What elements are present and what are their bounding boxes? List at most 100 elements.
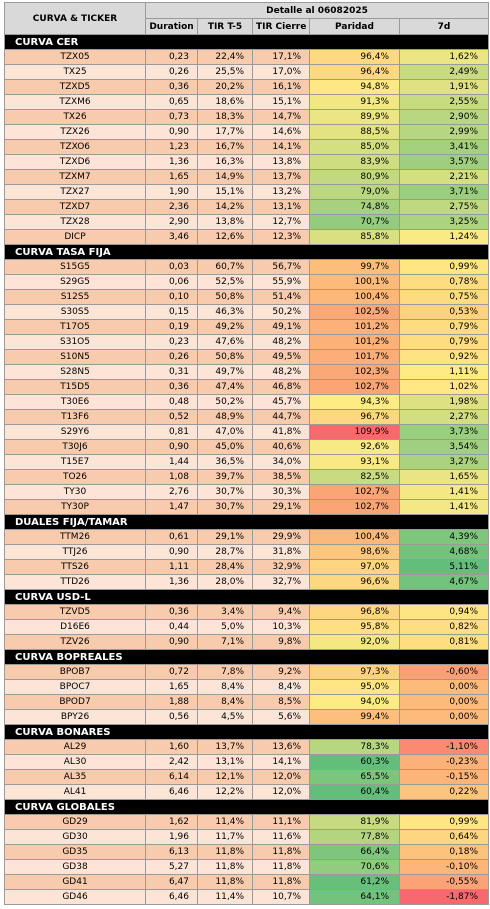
ticker: S30S5 bbox=[4, 304, 146, 320]
value-cell: 28,0% bbox=[197, 574, 253, 590]
ticker: S29G5 bbox=[4, 274, 146, 290]
value-cell: 14,6% bbox=[252, 124, 310, 140]
value-cell: 2,90% bbox=[399, 109, 489, 125]
bond-row: TZXO6 1,23 16,7% 14,1% 85,0% 3,41% bbox=[4, 139, 489, 155]
value-cell: 3,46 bbox=[145, 229, 198, 245]
value-cell: 1,90 bbox=[145, 184, 198, 200]
header-row: CURVA & TICKER Detalle al 06082025 bbox=[4, 2, 489, 35]
value-cell: 0,26 bbox=[145, 349, 198, 365]
value-cell: 30,3% bbox=[252, 484, 310, 500]
value-cell: 0,36 bbox=[145, 604, 198, 620]
section-title: CURVA GLOBALES bbox=[4, 799, 489, 815]
value-cell: 55,9% bbox=[252, 274, 310, 290]
bond-row: S29Y6 0,81 47,0% 41,8% 109,9% 3,73% bbox=[4, 424, 489, 440]
value-cell: 16,1% bbox=[252, 79, 310, 95]
bond-row: TZXM7 1,65 14,9% 13,7% 80,9% 2,21% bbox=[4, 169, 489, 185]
value-cell: 50,2% bbox=[197, 394, 253, 410]
section-row: CURVA USD-L bbox=[4, 589, 489, 605]
value-cell: 30,7% bbox=[197, 484, 253, 500]
value-cell: 13,7% bbox=[252, 169, 310, 185]
value-cell: 49,5% bbox=[252, 349, 310, 365]
value-cell: 49,1% bbox=[252, 319, 310, 335]
value-cell: 1,36 bbox=[145, 574, 198, 590]
value-cell: 18,3% bbox=[197, 109, 253, 125]
ticker: AL29 bbox=[4, 739, 146, 755]
value-cell: 11,8% bbox=[197, 844, 253, 860]
value-cell: 1,96 bbox=[145, 829, 198, 845]
section-title: CURVA USD-L bbox=[4, 589, 489, 605]
value-cell: 11,7% bbox=[197, 829, 253, 845]
bond-row: TZX05 0,23 22,4% 17,1% 96,4% 1,62% bbox=[4, 49, 489, 65]
ticker: AL35 bbox=[4, 769, 146, 785]
value-cell: 48,2% bbox=[252, 364, 310, 380]
value-cell: 6,46 bbox=[145, 784, 198, 800]
bond-row: BPY26 0,56 4,5% 5,6% 99,4% 0,00% bbox=[4, 709, 489, 725]
ticker: T15E7 bbox=[4, 454, 146, 470]
value-cell: 101,2% bbox=[309, 334, 400, 350]
value-cell: 81,9% bbox=[309, 814, 400, 830]
value-cell: 60,3% bbox=[309, 754, 400, 770]
ticker: T17O5 bbox=[4, 319, 146, 335]
ticker: BPOC7 bbox=[4, 679, 146, 695]
value-cell: 0,92% bbox=[399, 349, 489, 365]
value-cell: 12,7% bbox=[252, 214, 310, 230]
value-cell: 47,0% bbox=[197, 424, 253, 440]
value-cell: 20,2% bbox=[197, 79, 253, 95]
value-cell: 1,91% bbox=[399, 79, 489, 95]
ticker: GD29 bbox=[4, 814, 146, 830]
column-header: 7d bbox=[399, 18, 489, 35]
value-cell: 0,03 bbox=[145, 259, 198, 275]
bond-row: TTD26 1,36 28,0% 32,7% 96,6% 4,67% bbox=[4, 574, 489, 590]
value-cell: 15,1% bbox=[252, 94, 310, 110]
value-cell: 0,23 bbox=[145, 49, 198, 65]
value-cell: 92,0% bbox=[309, 634, 400, 650]
value-cell: 46,8% bbox=[252, 379, 310, 395]
ticker: TTS26 bbox=[4, 559, 146, 575]
value-cell: 94,8% bbox=[309, 79, 400, 95]
value-cell: 12,0% bbox=[252, 769, 310, 785]
ticker: TZXM6 bbox=[4, 94, 146, 110]
value-cell: 2,27% bbox=[399, 409, 489, 425]
value-cell: 0,64% bbox=[399, 829, 489, 845]
bond-row: T30E6 0,48 50,2% 45,7% 94,3% 1,98% bbox=[4, 394, 489, 410]
value-cell: 95,0% bbox=[309, 679, 400, 695]
value-cell: 60,4% bbox=[309, 784, 400, 800]
value-cell: 91,3% bbox=[309, 94, 400, 110]
bond-row: GD30 1,96 11,7% 11,6% 77,8% 0,64% bbox=[4, 829, 489, 845]
value-cell: 3,73% bbox=[399, 424, 489, 440]
table-title: Detalle al 06082025 bbox=[145, 2, 489, 19]
value-cell: 46,3% bbox=[197, 304, 253, 320]
value-cell: 0,56 bbox=[145, 709, 198, 725]
ticker: TZXO6 bbox=[4, 139, 146, 155]
value-cell: 0,00% bbox=[399, 679, 489, 695]
bond-row: TY30 2,76 30,7% 30,3% 102,7% 1,41% bbox=[4, 484, 489, 500]
value-cell: 11,8% bbox=[197, 874, 253, 890]
value-cell: 5,6% bbox=[252, 709, 310, 725]
value-cell: 0,18% bbox=[399, 844, 489, 860]
value-cell: 0,90 bbox=[145, 124, 198, 140]
value-cell: 13,8% bbox=[197, 214, 253, 230]
bond-row: TTM26 0,61 29,1% 29,9% 100,4% 4,39% bbox=[4, 529, 489, 545]
value-cell: 94,3% bbox=[309, 394, 400, 410]
value-cell: 101,7% bbox=[309, 349, 400, 365]
value-cell: 0,19 bbox=[145, 319, 198, 335]
value-cell: 38,5% bbox=[252, 469, 310, 485]
ticker: GD38 bbox=[4, 859, 146, 875]
value-cell: 17,7% bbox=[197, 124, 253, 140]
value-cell: 74,8% bbox=[309, 199, 400, 215]
value-cell: 16,7% bbox=[197, 139, 253, 155]
ticker: TZVD5 bbox=[4, 604, 146, 620]
value-cell: 92,6% bbox=[309, 439, 400, 455]
value-cell: 32,9% bbox=[252, 559, 310, 575]
ticker: S29Y6 bbox=[4, 424, 146, 440]
value-cell: 97,3% bbox=[309, 664, 400, 680]
value-cell: 11,8% bbox=[252, 844, 310, 860]
value-cell: 12,0% bbox=[252, 784, 310, 800]
value-cell: 16,3% bbox=[197, 154, 253, 170]
value-cell: 0,61 bbox=[145, 529, 198, 545]
ticker: TZX28 bbox=[4, 214, 146, 230]
value-cell: 89,9% bbox=[309, 109, 400, 125]
value-cell: 12,6% bbox=[197, 229, 253, 245]
value-cell: 45,0% bbox=[197, 439, 253, 455]
value-cell: 4,68% bbox=[399, 544, 489, 560]
